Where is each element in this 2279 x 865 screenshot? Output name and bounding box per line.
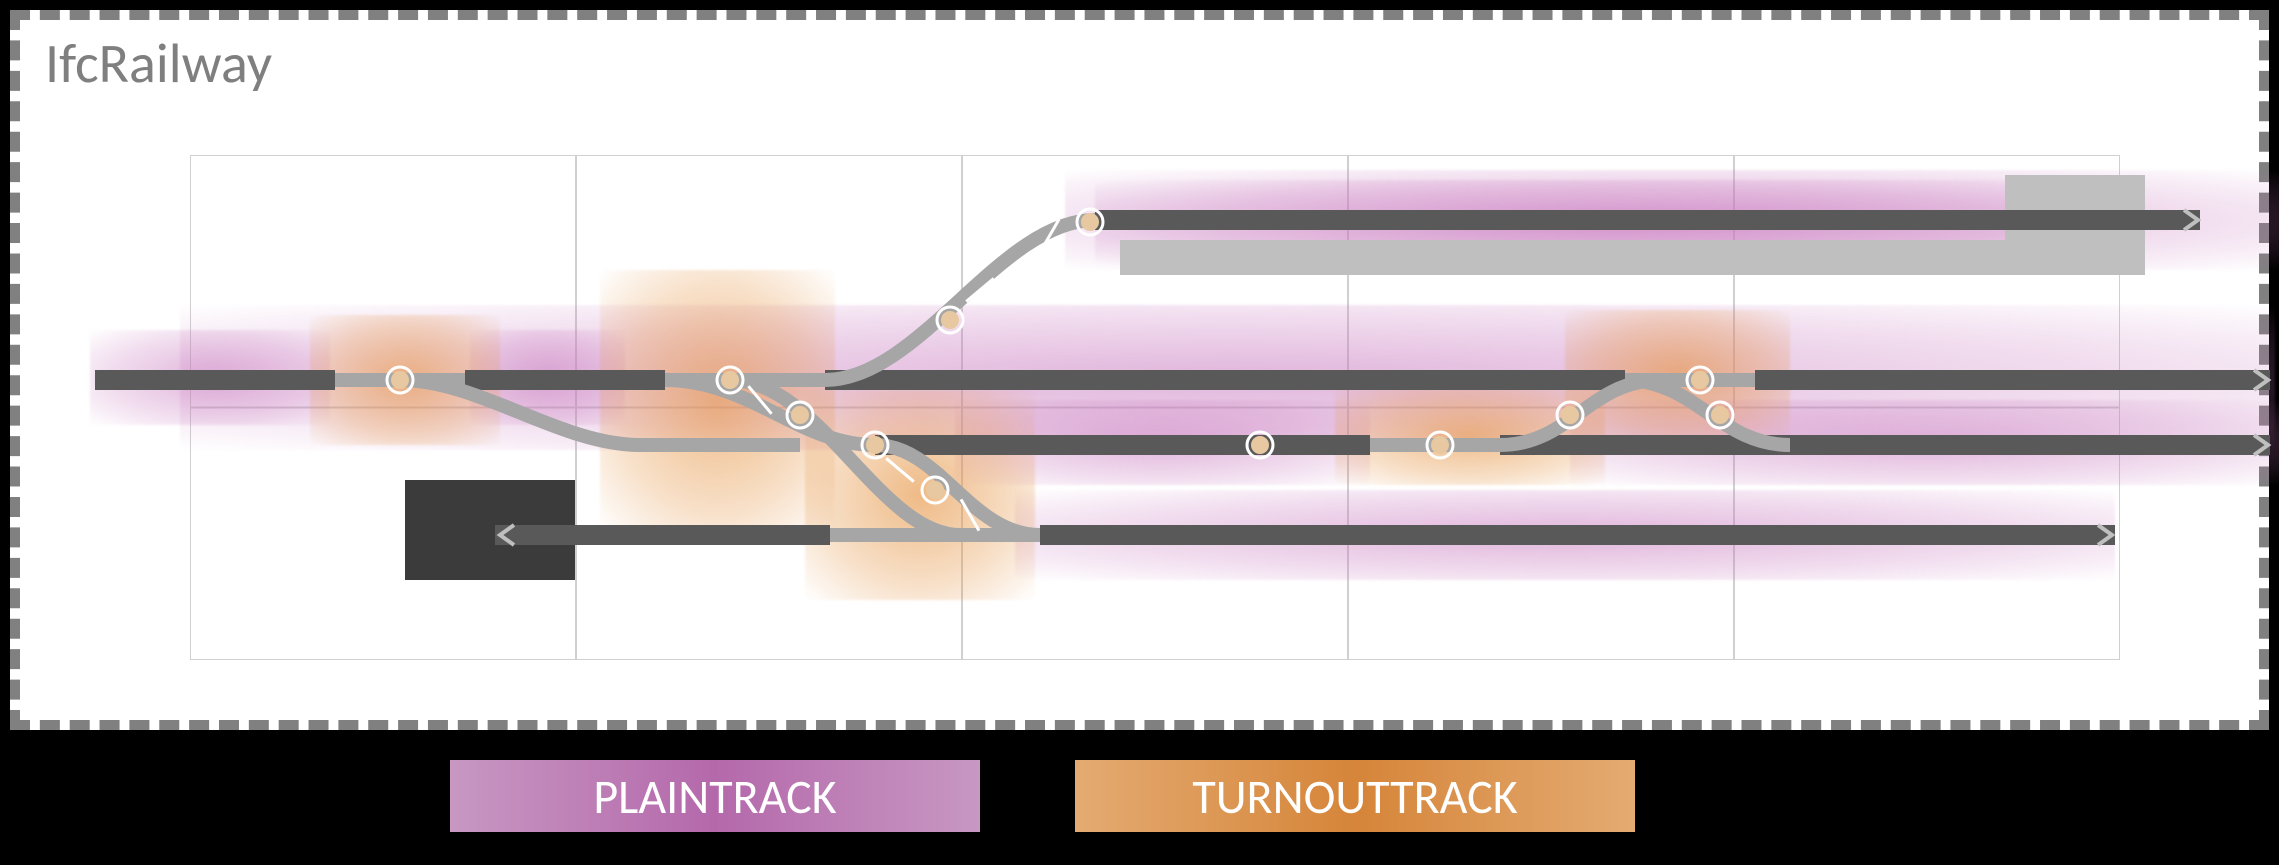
track-node-fill [1561, 406, 1579, 424]
track-node-fill [1711, 406, 1729, 424]
legend-turnouttrack: TURNOUTTRACK [1075, 760, 1635, 832]
track-node-fill [791, 406, 809, 424]
track-node-fill [926, 481, 944, 499]
track-diagram [0, 0, 2279, 865]
track-node-fill [941, 311, 959, 329]
track-node-fill [866, 436, 884, 454]
track-node-fill [1691, 371, 1709, 389]
track-segment [875, 445, 1040, 535]
track-node-fill [721, 371, 739, 389]
legend-plaintrack: PLAINTRACK [450, 760, 980, 832]
track-node-fill [391, 371, 409, 389]
track-segment [825, 220, 1095, 380]
track-node-fill [1081, 213, 1099, 231]
track-node-fill [1431, 436, 1449, 454]
track-node-fill [1251, 436, 1269, 454]
legend-turnouttrack-label: TURNOUTTRACK [1192, 767, 1517, 826]
legend-plaintrack-label: PLAINTRACK [593, 767, 836, 826]
